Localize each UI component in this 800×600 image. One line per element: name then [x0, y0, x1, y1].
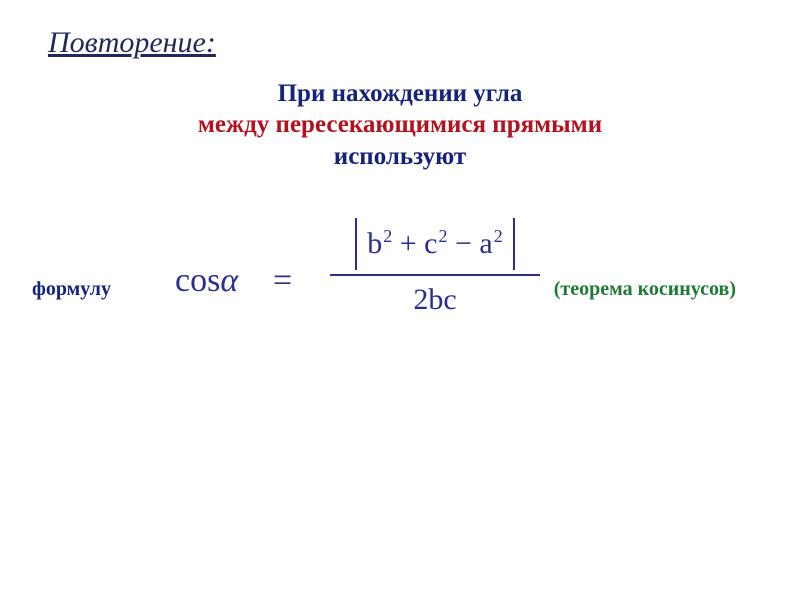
num-c-exp: 2: [439, 226, 448, 246]
formula-equals: =: [273, 262, 292, 300]
cosine-formula: cosα = b2 + c2 − a2 2bc: [175, 220, 555, 350]
subtitle-line3: используют: [0, 141, 800, 172]
formula-numerator-abs: b2 + c2 − a2: [355, 220, 515, 268]
num-a: a: [479, 227, 492, 260]
subtitle-line1: При нахождении угла: [0, 78, 800, 109]
num-b: b: [367, 227, 382, 260]
subtitle-block: При нахождении угла между пересекающимис…: [0, 78, 800, 172]
formula-row: формулу cosα = b2 + c2 − a2 2bc (теорема…: [0, 220, 800, 350]
num-a-exp: 2: [494, 226, 503, 246]
num-c: c: [424, 227, 437, 260]
formula-fraction: b2 + c2 − a2 2bc: [315, 220, 555, 320]
num-plus: +: [392, 227, 424, 260]
subtitle-line2: между пересекающимися прямыми: [0, 109, 800, 140]
formula-func: cos: [175, 262, 220, 299]
formula-numerator: b2 + c2 − a2: [367, 227, 503, 260]
formula-lhs: cosα: [175, 262, 238, 300]
num-minus: −: [448, 227, 480, 260]
theorem-label: (теорема косинусов): [554, 278, 736, 301]
formula-alpha: α: [220, 262, 238, 299]
abs-bar-left: [355, 218, 357, 270]
formula-label: формулу: [32, 278, 111, 301]
formula-denominator: 2bc: [315, 280, 555, 320]
fraction-line: [330, 274, 540, 276]
num-b-exp: 2: [383, 226, 392, 246]
slide-heading: Повторение:: [48, 26, 216, 60]
abs-bar-right: [513, 218, 515, 270]
